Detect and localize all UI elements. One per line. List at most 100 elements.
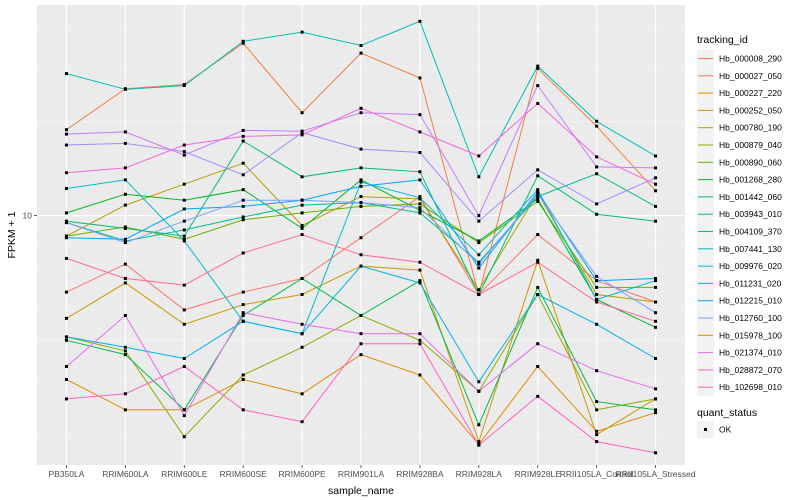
data-point: [64, 234, 68, 238]
data-point: [182, 237, 186, 241]
data-point: [182, 322, 186, 326]
data-point: [654, 219, 658, 223]
data-point: [477, 175, 481, 179]
data-point: [241, 128, 245, 132]
data-point: [477, 380, 481, 384]
data-point: [536, 197, 540, 201]
legend-label: Hb_012215_010: [719, 296, 782, 306]
legend-label: Hb_001268_280: [719, 175, 782, 185]
data-point: [64, 171, 68, 175]
data-point: [241, 218, 245, 222]
data-point: [595, 212, 599, 216]
data-point: [300, 223, 304, 227]
data-point: [595, 322, 599, 326]
data-point: [595, 165, 599, 169]
data-point: [359, 353, 363, 357]
data-point: [64, 335, 68, 339]
data-point: [123, 408, 127, 412]
legend-label: Hb_000227_220: [719, 88, 782, 98]
axes: 10 PB350LA RRIM600LA RRIM600LE RRIM600SE RRIM…: [23, 211, 696, 479]
data-point: [536, 342, 540, 346]
data-point: [536, 199, 540, 203]
legend-key-point: [704, 428, 707, 431]
data-point: [359, 264, 363, 268]
data-point: [300, 198, 304, 202]
data-point: [595, 408, 599, 412]
data-point: [536, 258, 540, 262]
data-point: [418, 338, 422, 342]
data-point: [418, 130, 422, 134]
data-point: [595, 433, 599, 437]
data-point: [182, 364, 186, 368]
data-point: [300, 111, 304, 115]
data-point: [300, 30, 304, 34]
data-point: [477, 266, 481, 270]
data-point: [64, 364, 68, 368]
data-point: [300, 226, 304, 230]
data-point: [123, 203, 127, 207]
data-point: [654, 166, 658, 170]
x-tick-label: PB350LA: [48, 469, 84, 479]
data-point: [123, 87, 127, 91]
data-point: [123, 130, 127, 134]
data-point: [654, 319, 658, 323]
data-point: [477, 260, 481, 264]
data-point: [241, 251, 245, 255]
data-point: [182, 239, 186, 243]
data-point: [359, 313, 363, 317]
data-point: [595, 400, 599, 404]
data-point: [477, 241, 481, 245]
data-point: [418, 19, 422, 23]
data-point: [359, 180, 363, 184]
data-point: [64, 338, 68, 342]
x-tick-label: RRIM928LA: [456, 469, 503, 479]
data-point: [123, 353, 127, 357]
data-point: [477, 219, 481, 223]
data-point: [123, 276, 127, 280]
x-tick-label: RRIM600LE: [161, 469, 208, 479]
legend-label: Hb_003943_010: [719, 209, 782, 219]
data-point: [182, 150, 186, 154]
data-point: [536, 174, 540, 178]
data-point: [418, 342, 422, 346]
data-point: [536, 66, 540, 70]
data-point: [241, 303, 245, 307]
data-point: [654, 408, 658, 412]
data-point: [300, 332, 304, 336]
data-point: [418, 178, 422, 182]
data-point: [123, 241, 127, 245]
data-point: [536, 84, 540, 88]
color-legend-title: tracking_id: [697, 34, 748, 46]
legend-label: Hb_007441_130: [719, 244, 782, 254]
data-point: [182, 234, 186, 238]
data-point: [241, 139, 245, 143]
data-point: [654, 411, 658, 415]
data-point: [241, 290, 245, 294]
data-point: [182, 414, 186, 418]
data-point: [477, 423, 481, 427]
data-point: [595, 440, 599, 444]
legend-label: Hb_009976_020: [719, 261, 782, 271]
data-point: [418, 206, 422, 210]
data-point: [418, 211, 422, 215]
legend-label: Hb_000008_290: [719, 54, 782, 64]
data-point: [359, 106, 363, 110]
data-point: [536, 190, 540, 194]
data-point: [300, 211, 304, 215]
x-tick-label: RRIM600PE: [278, 469, 326, 479]
data-point: [418, 196, 422, 200]
data-point: [123, 141, 127, 145]
data-point: [182, 198, 186, 202]
data-point: [300, 129, 304, 133]
data-point: [595, 119, 599, 123]
data-point: [300, 175, 304, 179]
data-point: [536, 364, 540, 368]
data-point: [241, 408, 245, 412]
data-point: [182, 283, 186, 287]
data-point: [536, 192, 540, 196]
x-tick-label: RRIM600LA: [102, 469, 149, 479]
data-point: [182, 182, 186, 186]
data-point: [595, 202, 599, 206]
data-point: [595, 172, 599, 176]
data-point: [595, 279, 599, 283]
